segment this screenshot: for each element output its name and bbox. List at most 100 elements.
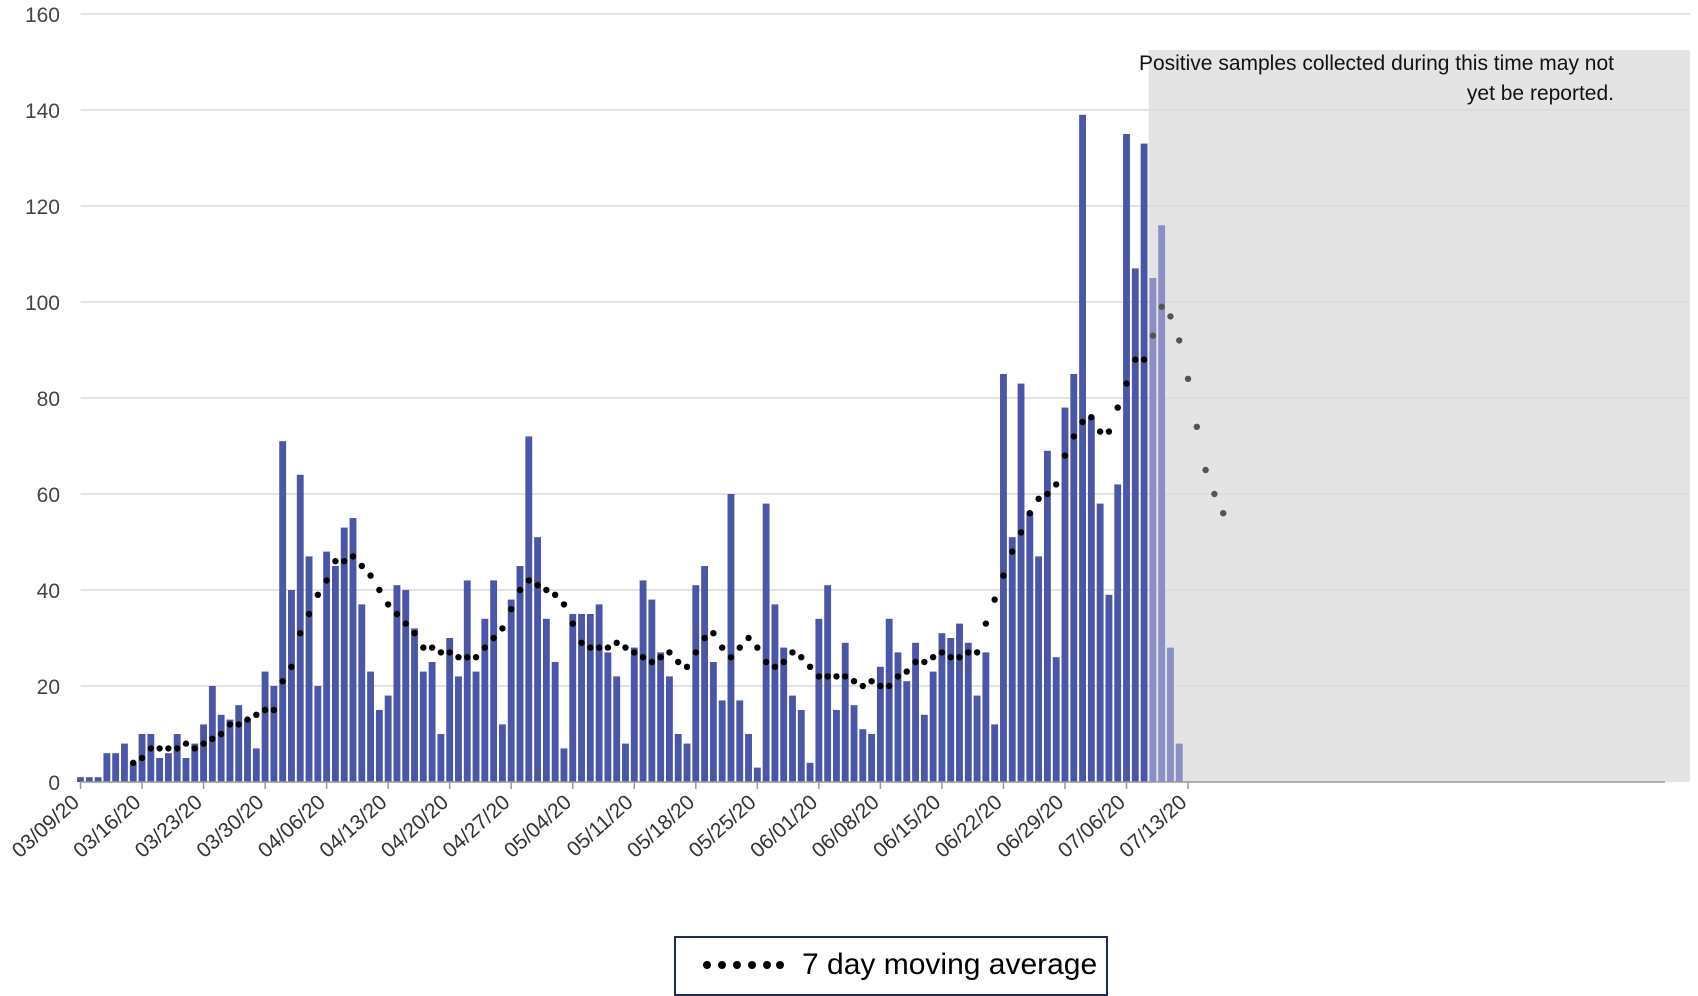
bar — [595, 604, 603, 782]
bar — [279, 441, 287, 782]
moving-average-point — [798, 654, 805, 661]
moving-average-point — [727, 654, 735, 661]
moving-average-point — [209, 735, 216, 742]
bar — [288, 590, 295, 782]
moving-average-point — [551, 591, 559, 598]
pending-region — [1148, 50, 1690, 782]
moving-average-point — [261, 706, 269, 714]
bar — [1158, 225, 1166, 782]
bar — [982, 652, 990, 782]
bar — [455, 676, 462, 782]
bar — [85, 777, 93, 782]
moving-average-point — [437, 649, 445, 656]
bar — [1149, 278, 1157, 782]
moving-average-point — [595, 644, 603, 651]
moving-average-point — [824, 673, 831, 680]
moving-average-point — [358, 562, 365, 570]
moving-average-point — [780, 658, 787, 666]
moving-average-point — [1088, 414, 1095, 421]
x-tick-label: 06/15/20 — [869, 791, 945, 863]
bar — [393, 585, 401, 782]
bar — [947, 638, 955, 782]
bar — [964, 642, 972, 782]
moving-average-point — [1220, 510, 1227, 517]
bar — [367, 671, 374, 782]
moving-average-point — [534, 582, 541, 589]
moving-average-point — [965, 649, 972, 656]
moving-average-point — [587, 644, 594, 651]
moving-average-point — [384, 601, 392, 608]
moving-average-point — [156, 745, 163, 752]
bar — [639, 580, 647, 782]
moving-average-point — [894, 673, 902, 680]
bar — [208, 686, 216, 782]
bar — [323, 551, 331, 782]
bar — [894, 652, 902, 782]
moving-average-point — [903, 668, 910, 675]
annotation-text: Positive samples collected during this t… — [1139, 52, 1614, 75]
bar — [217, 714, 225, 782]
bar — [384, 695, 392, 782]
moving-average-point — [754, 644, 761, 651]
moving-average-point — [947, 654, 954, 661]
moving-average-point — [393, 610, 401, 618]
bar — [912, 642, 919, 782]
moving-average-point — [525, 577, 532, 584]
bar — [762, 503, 770, 782]
moving-average-point — [191, 745, 198, 752]
bar — [876, 666, 884, 782]
moving-average-point — [305, 610, 313, 618]
moving-average-point — [736, 644, 743, 651]
bar — [498, 724, 506, 782]
moving-average-point — [1132, 356, 1139, 363]
moving-average-point — [1114, 404, 1121, 411]
moving-average-point — [217, 730, 225, 738]
bar — [797, 710, 805, 782]
bar — [534, 537, 542, 782]
moving-average-point — [297, 630, 304, 637]
moving-average-point — [631, 649, 638, 656]
x-tick-label: 06/08/20 — [808, 791, 884, 863]
bar — [648, 599, 656, 782]
bar — [859, 729, 867, 782]
moving-average-point — [1009, 548, 1016, 555]
bar — [569, 614, 577, 782]
moving-average-point — [420, 644, 427, 651]
bar — [727, 494, 735, 782]
moving-average-point — [490, 634, 497, 642]
bar — [235, 705, 243, 782]
moving-average-point — [1035, 495, 1042, 502]
bar — [1105, 594, 1113, 782]
bar — [701, 566, 709, 782]
x-tick-label: 03/09/20 — [8, 791, 84, 863]
moving-average-point — [1026, 510, 1034, 517]
bar — [604, 652, 612, 782]
moving-average-point — [560, 601, 568, 608]
moving-average-point — [288, 663, 295, 670]
moving-average-point — [349, 553, 357, 560]
x-tick-label: 06/22/20 — [931, 791, 1007, 863]
moving-average-point — [815, 673, 823, 680]
legend-label-moving-average: 7 day moving average — [802, 948, 1098, 981]
bar — [525, 436, 533, 782]
moving-average-point — [428, 644, 436, 651]
moving-average-point — [569, 620, 576, 627]
moving-average-point — [771, 663, 779, 670]
bar — [657, 652, 665, 782]
moving-average-point — [850, 678, 858, 685]
bar — [428, 662, 436, 782]
moving-average-point — [367, 572, 374, 579]
bar — [973, 695, 981, 782]
bar — [956, 623, 963, 782]
bar — [841, 642, 849, 782]
bar — [1131, 268, 1139, 782]
bar — [411, 628, 418, 782]
moving-average-point — [745, 634, 752, 642]
moving-average-point — [1070, 433, 1077, 440]
moving-average-point — [877, 682, 884, 690]
bar — [1008, 537, 1016, 782]
moving-average-point — [455, 654, 462, 661]
bar — [1026, 513, 1034, 782]
x-tick-label: 05/25/20 — [685, 791, 761, 863]
